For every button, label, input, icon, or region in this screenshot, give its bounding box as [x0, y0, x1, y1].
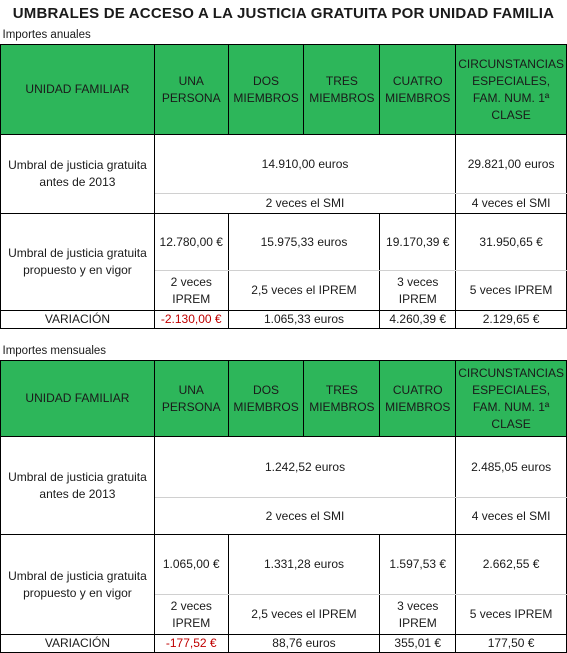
antes-especial-value: 2.485,05 euros — [455, 436, 567, 498]
antes-especial-value: 29.821,00 euros — [455, 134, 567, 194]
prop-una-value: 12.780,00 € — [153, 213, 229, 271]
note-una: 2 veces IPREM — [153, 594, 229, 635]
prop-especial-value: 2.662,55 € — [455, 534, 567, 595]
row-label-variacion: VARIACIÓN — [0, 310, 155, 329]
antes-especial-note: 4 veces el SMI — [455, 193, 567, 214]
document-title: UMBRALES DE ACCESO A LA JUSTICIA GRATUIT… — [12, 5, 555, 22]
note-una: 2 veces IPREM — [153, 270, 229, 311]
prop-una-value: 1.065,00 € — [153, 534, 229, 595]
section-label-annual: Importes anuales — [2, 29, 91, 41]
annual-thresholds-table: Importes anuales UNIDAD FAMILIAR UNA PER… — [0, 27, 567, 329]
section-label-monthly: Importes mensuales — [2, 345, 107, 357]
header-tres-miembros: TRES MIEMBROS — [303, 44, 381, 135]
row-label-propuesto: Umbral de justicia gratuita propuesto y … — [0, 213, 155, 311]
header-circunstancias-especiales: CIRCUNSTANCIAS ESPECIALES, FAM. NUM. 1ª … — [455, 360, 567, 437]
var-cuatro-value: 355,01 € — [379, 634, 457, 653]
antes-especial-note: 4 veces el SMI — [455, 497, 567, 535]
prop-cuatro-value: 19.170,39 € — [379, 213, 457, 271]
antes-general-value: 1.242,52 euros — [153, 436, 457, 498]
row-label-propuesto: Umbral de justicia gratuita propuesto y … — [0, 534, 155, 635]
note-dos-tres: 2,5 veces el IPREM — [227, 594, 381, 635]
antes-general-note: 2 veces el SMI — [153, 497, 457, 535]
var-dos-tres-value: 1.065,33 euros — [227, 310, 381, 329]
prop-dos-tres-value: 1.331,28 euros — [227, 534, 381, 595]
note-cuatro: 3 veces IPREM — [379, 594, 457, 635]
header-una-persona: UNA PERSONA — [153, 44, 229, 135]
var-cuatro-value: 4.260,39 € — [379, 310, 457, 329]
row-label-antes-2013: Umbral de justicia gratuita antes de 201… — [0, 436, 155, 535]
antes-general-note: 2 veces el SMI — [153, 193, 457, 214]
prop-dos-tres-value: 15.975,33 euros — [227, 213, 381, 271]
header-circunstancias-especiales: CIRCUNSTANCIAS ESPECIALES, FAM. NUM. 1ª … — [455, 44, 567, 135]
prop-cuatro-value: 1.597,53 € — [379, 534, 457, 595]
row-label-antes-2013: Umbral de justicia gratuita antes de 201… — [0, 134, 155, 214]
note-especial: 5 veces IPREM — [455, 270, 567, 311]
header-unidad-familiar: UNIDAD FAMILIAR — [0, 44, 155, 135]
header-una-persona: UNA PERSONA — [153, 360, 229, 437]
note-especial: 5 veces IPREM — [455, 594, 567, 635]
monthly-thresholds-table: Importes mensuales UNIDAD FAMILIAR UNA P… — [0, 343, 567, 653]
var-una-value: -2.130,00 € — [153, 310, 229, 329]
header-cuatro-miembros: CUATRO MIEMBROS — [379, 360, 457, 437]
header-unidad-familiar: UNIDAD FAMILIAR — [0, 360, 155, 437]
header-tres-miembros: TRES MIEMBROS — [303, 360, 381, 437]
header-dos-miembros: DOS MIEMBROS — [227, 360, 305, 437]
note-cuatro: 3 veces IPREM — [379, 270, 457, 311]
prop-especial-value: 31.950,65 € — [455, 213, 567, 271]
var-especial-value: 177,50 € — [455, 634, 567, 653]
var-dos-tres-value: 88,76 euros — [227, 634, 381, 653]
antes-general-value: 14.910,00 euros — [153, 134, 457, 194]
var-una-value: -177,52 € — [153, 634, 229, 653]
var-especial-value: 2.129,65 € — [455, 310, 567, 329]
header-dos-miembros: DOS MIEMBROS — [227, 44, 305, 135]
header-cuatro-miembros: CUATRO MIEMBROS — [379, 44, 457, 135]
note-dos-tres: 2,5 veces el IPREM — [227, 270, 381, 311]
row-label-variacion: VARIACIÓN — [0, 634, 155, 653]
